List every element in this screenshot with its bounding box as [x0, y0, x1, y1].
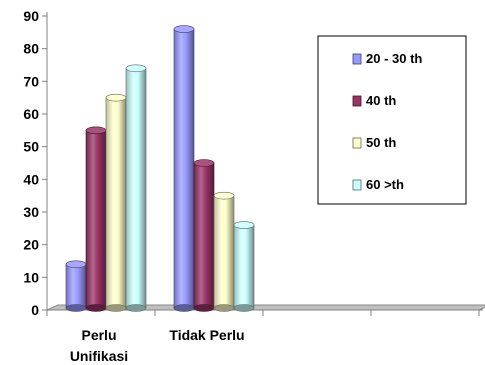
bar-body	[193, 162, 215, 309]
legend-swatch	[352, 53, 362, 65]
legend-swatch	[352, 179, 362, 191]
bar-base	[193, 304, 215, 312]
bar-top	[85, 126, 107, 135]
legend-swatch	[352, 95, 362, 107]
x-category-label: Unifikasi	[70, 348, 128, 364]
y-tick-label: 70	[23, 73, 39, 89]
legend-swatch	[352, 137, 362, 149]
y-tick-label: 40	[23, 171, 39, 187]
bar	[173, 25, 195, 312]
bars	[65, 25, 255, 312]
y-tick-label: 30	[23, 204, 39, 220]
bar-body	[85, 130, 107, 309]
bar	[233, 221, 255, 312]
legend-box	[317, 35, 467, 205]
bar-body	[105, 97, 127, 309]
bar-base	[65, 304, 87, 312]
bar	[65, 260, 87, 312]
legend: 20 - 30 th 40 th 50 th 60 >th	[317, 35, 467, 205]
bar-base	[85, 304, 107, 312]
y-tick-label: 50	[23, 139, 39, 155]
bar-body	[213, 195, 235, 309]
bar	[85, 126, 107, 312]
x-category-label: Perlu	[81, 327, 116, 343]
bar-top	[173, 25, 195, 33]
x-category-label: Tidak Perlu	[169, 327, 244, 343]
bar-base	[233, 304, 255, 312]
bar-body	[233, 224, 255, 309]
bar	[213, 191, 235, 312]
bar-base	[173, 304, 195, 312]
bar-top	[65, 260, 87, 269]
bar-body	[173, 28, 195, 309]
bar-base	[213, 304, 235, 312]
y-tick-label: 10	[23, 269, 39, 285]
legend-label: 50 th	[366, 135, 396, 150]
bar-top	[105, 93, 127, 102]
y-tick-label: 80	[23, 41, 39, 57]
bar	[125, 64, 147, 312]
bar-top	[233, 221, 255, 229]
legend-label: 20 - 30 th	[366, 51, 422, 66]
bar-base	[105, 304, 127, 312]
y-tick-label: 0	[31, 302, 39, 318]
bar	[193, 159, 215, 312]
bar-body	[65, 263, 87, 309]
legend-label: 60 >th	[366, 177, 404, 192]
y-tick-label: 60	[23, 106, 39, 122]
legend-label: 40 th	[366, 93, 396, 108]
y-axis: 0 10 20 30 40 50 60 70 80 90	[23, 8, 48, 318]
y-tick-label: 90	[23, 8, 39, 24]
bar	[105, 93, 127, 312]
y-tick-label: 20	[23, 237, 39, 253]
bar-body	[125, 67, 147, 309]
bar-base	[125, 304, 147, 312]
x-axis: Perlu Unifikasi Tidak Perlu	[46, 309, 483, 364]
bar-top	[193, 159, 215, 167]
bar-top	[213, 191, 235, 200]
bar-top	[125, 64, 147, 73]
